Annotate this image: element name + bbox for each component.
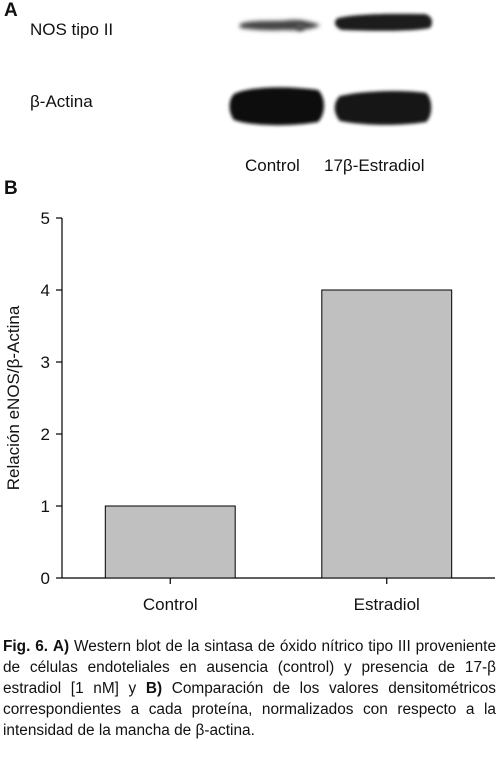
caption-fig-number: Fig. 6. [3,638,49,655]
x-tick-label-control: Control [143,595,198,614]
bar-estradiol [321,289,453,579]
caption-panel-b-label: B) [145,680,163,697]
bar-chart: 0 1 2 3 4 5 Relación eNOS/β-Actina Control Estra… [4,209,495,614]
x-tick-label-estradiol: Estradiol [354,595,420,614]
panel-a-label: A [4,0,18,21]
blot-lane-label-estradiol: 17β-Estradiol [324,156,425,175]
blot-lane-label-control: Control [245,156,300,175]
blot-row-label-actin: β-Actina [30,92,93,111]
western-blot-image [229,13,433,126]
y-tick-label-0: 0 [41,569,50,588]
caption-panel-a-label: A) [52,638,70,655]
blot-band-nos-control [240,19,320,31]
panel-b-label: B [4,178,18,199]
bar-control [104,505,236,579]
y-tick-label-4: 4 [41,281,50,300]
y-tick-label-3: 3 [41,353,50,372]
blot-spot-nos-control [296,23,304,31]
blot-band-actin-control [229,87,324,126]
blot-row-label-nos: NOS tipo II [30,20,114,39]
blot-band-actin-estradiol [334,91,432,125]
y-tick-label-5: 5 [41,209,50,228]
caption-panel-a-text: Western blot de la sintasa de óxido nítr… [3,638,497,697]
caption-panel-b-text: Comparación de los valores densitométric… [3,680,496,739]
blot-band-nos-estradiol [334,13,433,31]
y-tick-label-1: 1 [41,497,50,516]
figure-caption: Fig. 6. A) Western blot de la sintasa de… [3,636,496,741]
y-axis-label: Relación eNOS/β-Actina [4,305,23,490]
y-tick-label-2: 2 [41,425,50,444]
